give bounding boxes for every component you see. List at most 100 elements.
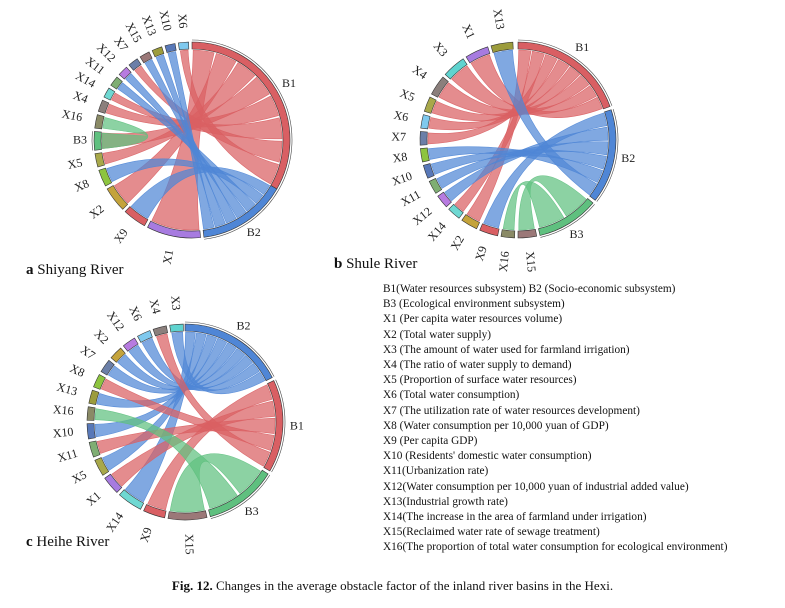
chord-x2-b2: [117, 348, 246, 391]
legend: B1(Water resources subsystem) B2 (Socio-…: [383, 282, 727, 556]
legend-line: B1(Water resources subsystem) B2 (Socio-…: [383, 283, 676, 295]
caption-text: Changes in the average obstacle factor o…: [215, 578, 614, 593]
chords: [427, 49, 609, 231]
segment-x15: [517, 228, 538, 239]
segment-x1: [147, 220, 201, 239]
chord-x7-b1: [427, 53, 558, 145]
segment-x16: [86, 406, 96, 421]
legend-line: X13(Industrial growth rate): [383, 495, 508, 508]
segment-label-b3: B3: [245, 504, 259, 518]
segment-b2: [202, 185, 278, 238]
panel-letter-c: c: [26, 534, 33, 550]
segment-label-x2: X2: [448, 233, 467, 253]
segment-label-x7: X7: [78, 343, 98, 363]
chord-x16-b3: [94, 408, 238, 509]
chord-x10-b2: [430, 149, 607, 175]
segment-label-x8: X8: [72, 176, 91, 195]
chords: [94, 331, 276, 513]
segment-x8: [93, 374, 106, 390]
chord-x14-b1: [454, 50, 545, 212]
chord-x9-b1: [147, 384, 273, 511]
chord-x3-b2: [171, 331, 266, 395]
chord-diagram-shule: B1 B2 B3 X15 X16 X9 X2 X14 X12 X11 X10 X8 X7 X6 X5 X4 X3…: [345, 0, 645, 273]
chord-x10-b2: [167, 51, 215, 230]
segment-x3: [169, 323, 184, 333]
segment-x8: [98, 167, 113, 187]
chord-diagram-shiyang: B1 B2 X1 X9 X2 X8 X5 B3 X16 X4 X14 X11 X12 X7 X15 X13 X1…: [0, 0, 320, 280]
legend-line: B3 (Ecological environment subsystem): [383, 298, 565, 311]
segment-label-x5: X5: [66, 155, 83, 172]
segment-label-x9: X9: [472, 244, 490, 262]
segments: [419, 39, 619, 239]
chord-x9-b2: [483, 112, 608, 229]
segment-label-x3: X3: [431, 39, 451, 59]
segment-ring-b2: [204, 189, 279, 240]
legend-line: X7 (The utilization rate of water resour…: [383, 404, 640, 417]
segment-x13: [490, 41, 514, 53]
chord-x13-b2: [96, 337, 228, 408]
legend-line: X3 (The amount of water used for farmlan…: [383, 343, 630, 356]
legend-line: X1 (Per capita water resources volume): [383, 313, 563, 326]
segment-ring-b3: [91, 131, 93, 151]
segment-b3: [93, 131, 102, 151]
segment-x2: [110, 347, 126, 363]
segment-b2: [589, 109, 617, 201]
segment-label-x13: X13: [139, 13, 159, 37]
segment-x4: [97, 99, 110, 114]
legend-line: X15(Reclaimed water rate of sewage treat…: [383, 526, 600, 539]
segment-x10: [422, 163, 435, 179]
segment-x9: [479, 223, 500, 237]
segment-x1: [465, 46, 491, 64]
chord-x9-b2: [130, 166, 271, 219]
panel-label-shule: b Shule River: [334, 256, 417, 273]
segment-x11: [88, 440, 101, 458]
segment-x12: [118, 66, 132, 80]
segment-x13: [151, 46, 165, 58]
segment-x14: [448, 203, 464, 219]
segment-label-b1: B1: [575, 40, 589, 54]
segment-x6: [137, 330, 153, 343]
segment-x16: [500, 229, 516, 239]
segment-ring-b2: [596, 109, 619, 202]
panel-title-a: Shiyang River: [37, 262, 124, 278]
segment-label-b1: B1: [290, 419, 304, 433]
segment-label-x6: X6: [393, 108, 410, 125]
chord-x2-b1: [466, 49, 532, 222]
segment-label-x10: X10: [157, 9, 175, 32]
segment-label-x13: X13: [55, 380, 79, 399]
segment-x5: [94, 152, 105, 168]
segment-x4: [431, 76, 449, 98]
segment-ring-b1: [191, 39, 293, 191]
chord-x15-b3: [518, 175, 587, 231]
segment-label-x16: X16: [61, 107, 84, 125]
segment-ring-b3: [210, 474, 271, 519]
panel-title-b: Shule River: [346, 256, 418, 272]
segment-label-b2: B2: [621, 151, 635, 165]
chord-x6-b2: [141, 337, 260, 392]
segment-b2: [184, 323, 273, 382]
segment-x7: [419, 131, 428, 146]
segment-x9: [143, 504, 167, 519]
segment-x15: [167, 510, 208, 521]
segment-label-x4: X4: [147, 298, 164, 316]
segment-label-x1: X1: [83, 488, 103, 508]
segment-label-x10: X10: [390, 169, 414, 189]
legend-line: X11(Urbanization rate): [383, 465, 489, 478]
segment-x13: [88, 389, 100, 405]
segment-ring-b3: [540, 204, 595, 238]
segment-b1: [517, 41, 611, 110]
segment-x15: [139, 51, 153, 64]
segment-label-x5: X5: [69, 467, 89, 486]
segment-x5: [94, 457, 110, 476]
chord-x6-b1: [428, 59, 570, 131]
legend-line: X4 (The ratio of water supply to demand): [383, 359, 572, 372]
chord-x3-b1: [451, 65, 597, 115]
legend-line: X8 (Water consumption per 10,000 yuan of…: [383, 419, 609, 432]
segment-label-x1: X1: [459, 22, 478, 41]
segment-label-x6: X6: [175, 13, 190, 29]
segment-label-x9: X9: [137, 526, 155, 544]
legend-line: X12(Water consumption per 10,000 yuan of…: [383, 480, 689, 493]
segment-x4: [152, 325, 168, 337]
legend-line: X6 (Total water consumption): [383, 389, 520, 402]
legend-line: X2 (Total water supply): [383, 328, 492, 341]
